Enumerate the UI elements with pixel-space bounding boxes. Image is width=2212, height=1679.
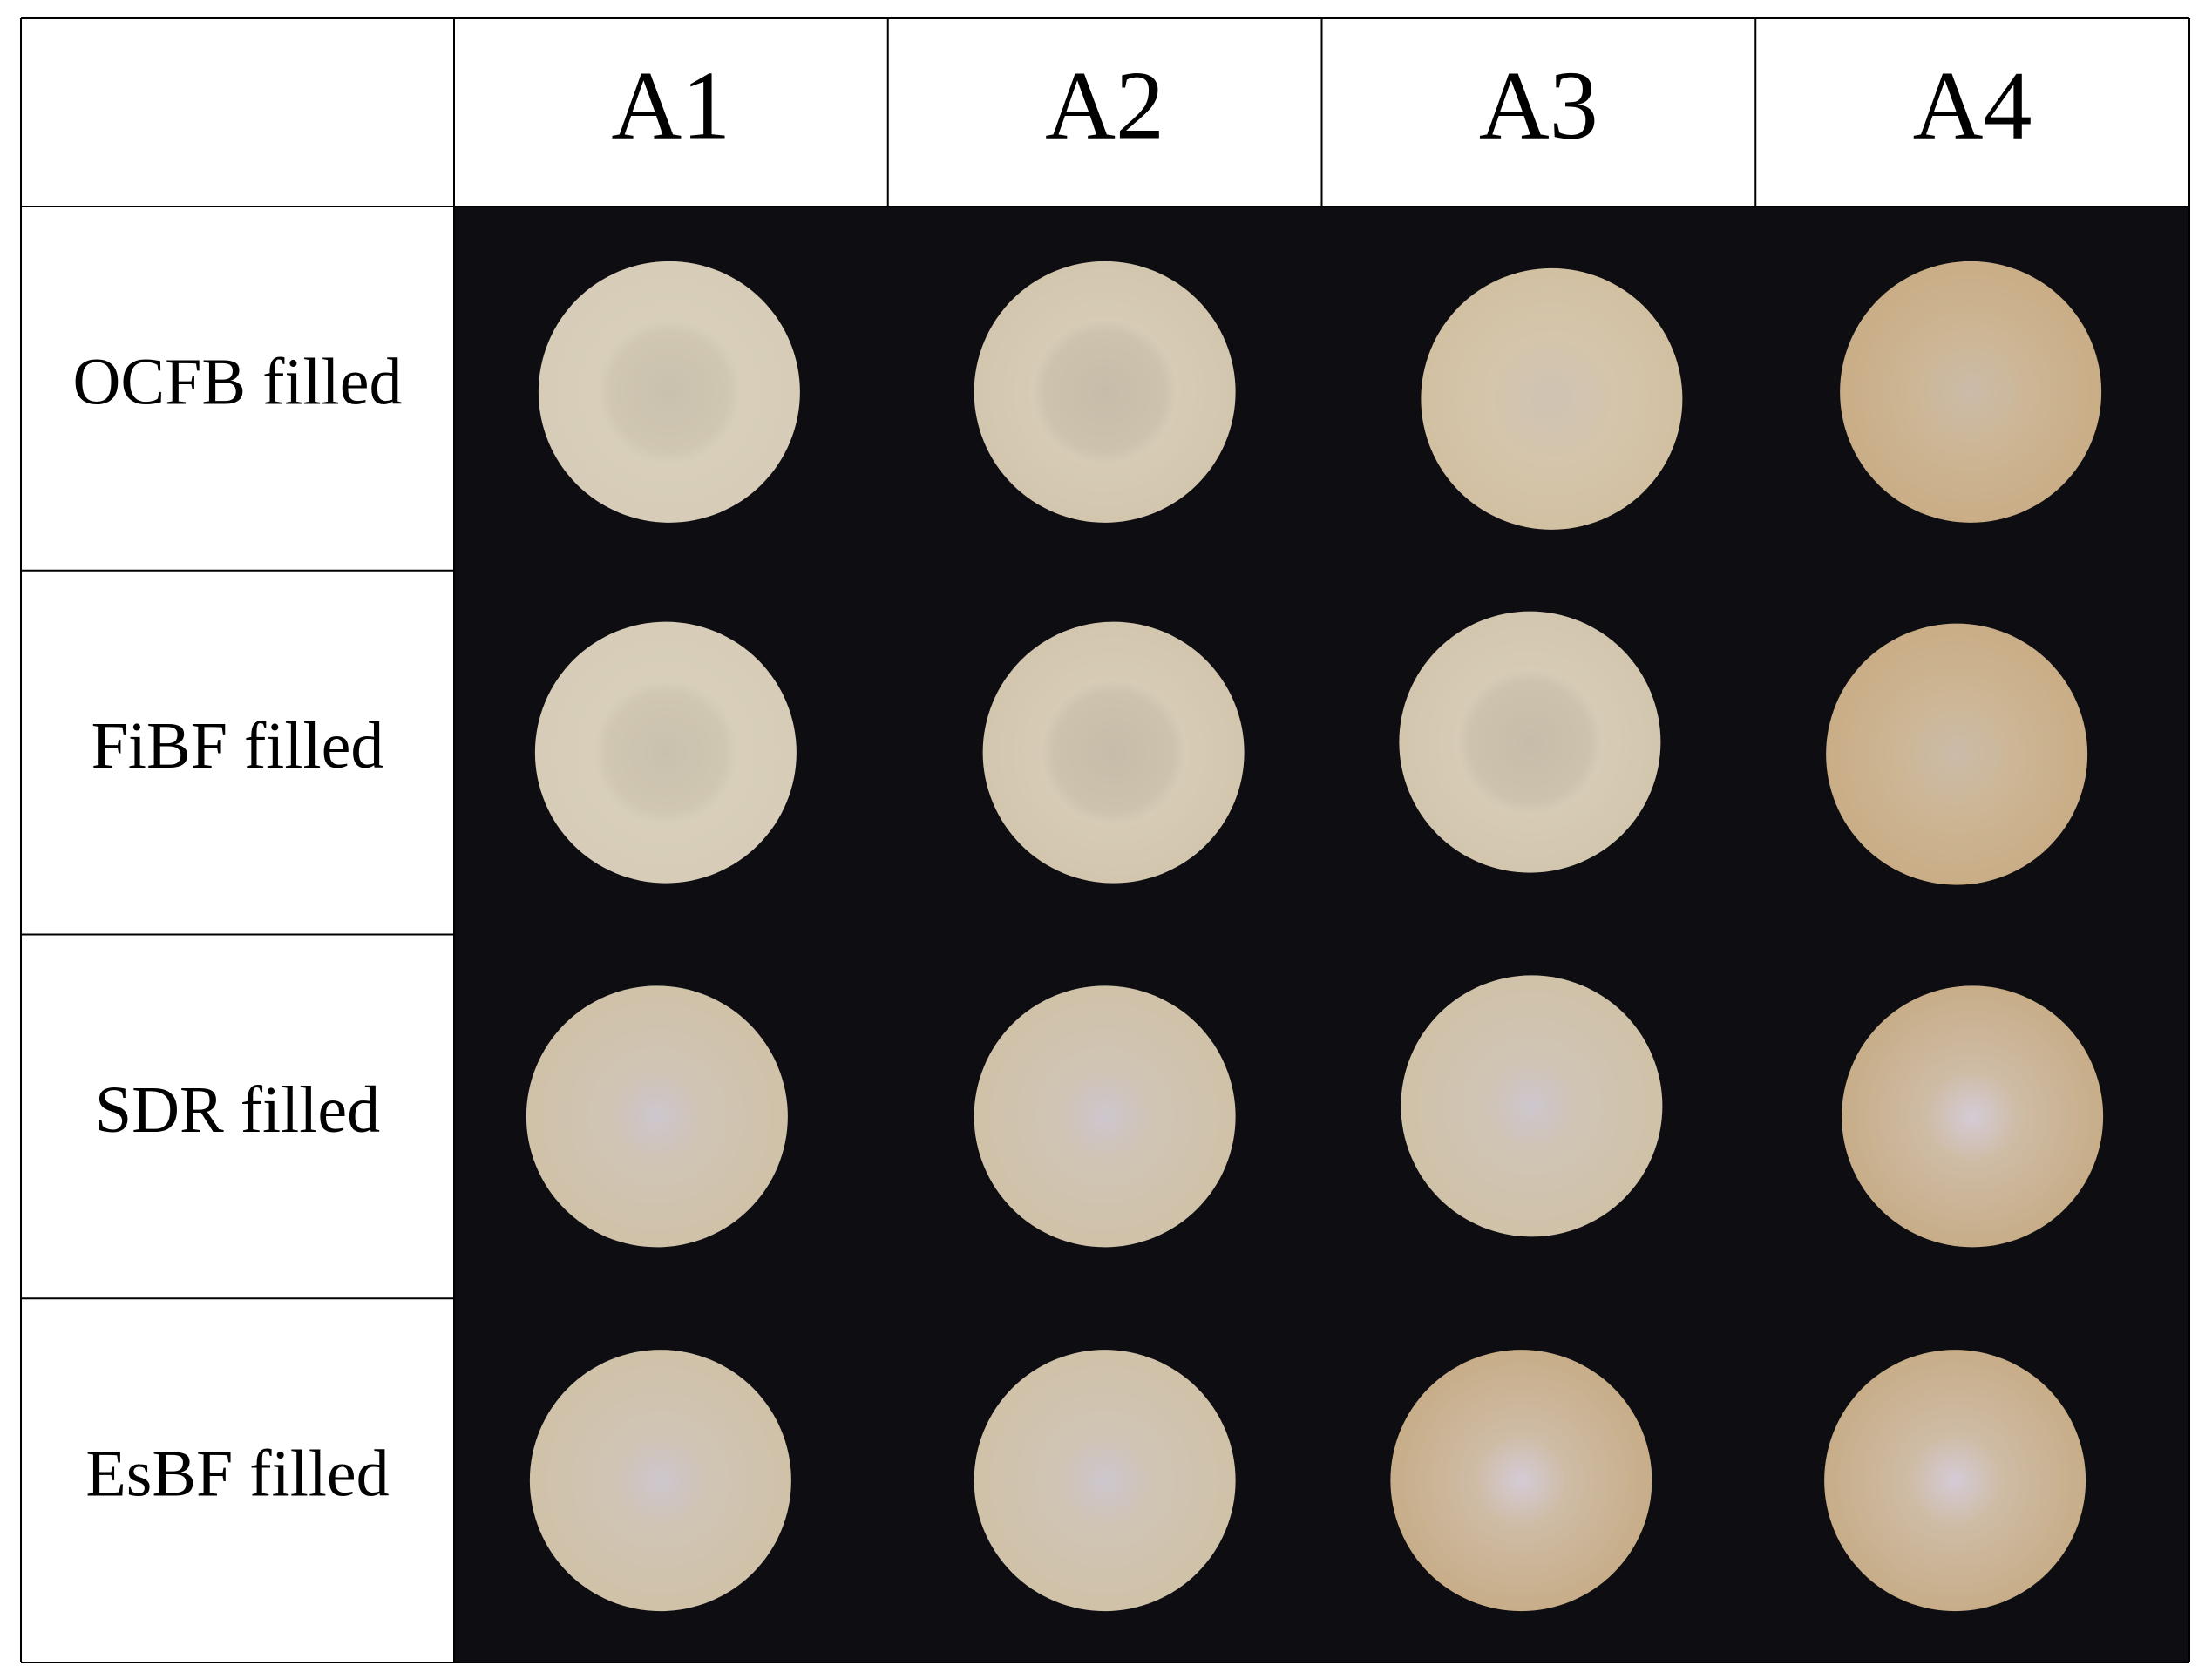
sample-disk <box>1824 1350 2086 1612</box>
sample-disk <box>538 261 800 523</box>
sample-disk <box>982 621 1245 884</box>
sample-disk <box>1401 975 1663 1237</box>
sample-disk <box>534 621 797 884</box>
sample-disk <box>526 985 788 1248</box>
column-header: A3 <box>1479 52 1598 160</box>
sample-disk <box>1840 261 2102 523</box>
sample-disk <box>529 1350 791 1612</box>
row-label: FiBF filled <box>92 709 384 782</box>
sample-disk <box>1399 611 1661 873</box>
column-header: A1 <box>611 52 730 160</box>
column-header: A4 <box>1913 52 2032 160</box>
row-label: EsBF filled <box>85 1438 389 1511</box>
sample-disk <box>974 261 1236 523</box>
sample-disk <box>1842 985 2104 1248</box>
row-label: OCFB filled <box>73 345 403 418</box>
sample-disk <box>1390 1350 1652 1612</box>
row-label: SDR filled <box>95 1073 380 1147</box>
sample-disk <box>1421 267 1683 530</box>
sample-disk <box>1826 623 2088 885</box>
column-header: A2 <box>1045 52 1164 160</box>
sample-disk <box>974 1350 1236 1612</box>
sample-disk <box>974 985 1236 1248</box>
